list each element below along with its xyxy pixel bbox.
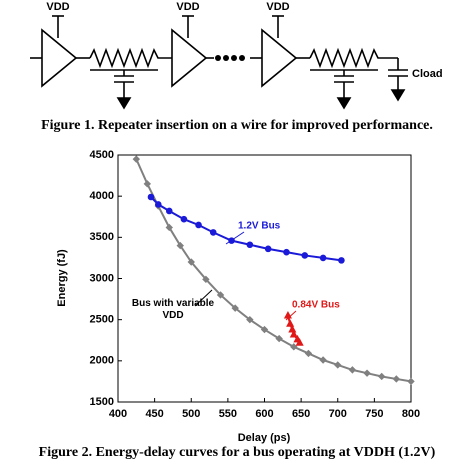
y-tick-label: 3500: [90, 231, 114, 243]
marker: [288, 324, 297, 333]
vdd-label: VDD: [176, 1, 199, 13]
marker: [392, 375, 401, 383]
y-tick-label: 4000: [90, 190, 114, 202]
marker: [246, 241, 254, 249]
marker: [165, 223, 173, 232]
y-tick-label: 3000: [90, 272, 114, 284]
marker: [407, 377, 415, 386]
annotation-arrow: [194, 289, 213, 307]
marker: [289, 329, 298, 338]
x-tick-label: 450: [145, 408, 163, 420]
marker: [348, 366, 357, 374]
marker: [363, 369, 371, 377]
marker: [202, 275, 210, 284]
marker: [132, 155, 141, 163]
vdd-label: VDD: [266, 1, 289, 13]
x-tick-label: 700: [329, 408, 347, 420]
marker: [264, 245, 272, 253]
marker: [154, 201, 162, 208]
marker: [283, 310, 292, 319]
marker: [176, 241, 184, 250]
marker: [338, 257, 345, 264]
marker: [260, 325, 269, 334]
marker: [165, 207, 173, 215]
marker: [290, 343, 298, 351]
marker: [143, 180, 152, 188]
marker: [275, 334, 283, 343]
x-tick-label: 550: [219, 408, 237, 420]
x-tick-label: 500: [182, 408, 200, 420]
marker: [216, 291, 225, 299]
plot-frame: [117, 154, 412, 403]
figure-caption: Figure 2. Energy-delay curves for a bus …: [39, 445, 436, 460]
y-tick-label: 4500: [90, 149, 114, 161]
marker: [319, 254, 327, 262]
figure-caption: Figure 1. Repeater insertion on a wire f…: [41, 118, 433, 133]
x-tick-label: 600: [255, 408, 273, 420]
annotation: 1.2V Bus: [238, 221, 281, 232]
marker: [187, 258, 195, 266]
marker: [295, 338, 304, 346]
series-line: [135, 158, 412, 383]
y-axis-label: Energy (fJ): [56, 249, 68, 307]
marker: [180, 215, 188, 223]
marker: [246, 315, 254, 324]
marker: [304, 349, 313, 358]
dots: [215, 55, 245, 61]
annotation-box: Bus with variable VDD: [131, 298, 215, 321]
x-tick-label: 650: [292, 408, 310, 420]
vdd-label: VDD: [46, 1, 69, 13]
cload-label: Cload: [412, 68, 443, 80]
marker: [231, 304, 239, 312]
x-axis-label: Delay (ps): [238, 432, 291, 444]
marker: [377, 372, 386, 381]
y-tick-label: 2500: [90, 314, 114, 326]
marker: [286, 319, 295, 327]
marker: [334, 361, 342, 369]
marker: [319, 356, 327, 364]
marker: [301, 252, 309, 259]
annotation: Bus with variable VDD: [131, 298, 215, 321]
x-tick-label: 800: [402, 408, 420, 420]
circuit: [30, 15, 408, 110]
marker: [195, 221, 202, 229]
x-tick-label: 750: [365, 408, 383, 420]
marker: [228, 237, 235, 244]
x-tick-label: 400: [109, 408, 127, 420]
y-tick-label: 2000: [90, 355, 114, 367]
marker: [283, 248, 290, 256]
marker: [147, 193, 155, 201]
marker: [209, 229, 217, 236]
y-tick-label: 1500: [90, 396, 114, 408]
annotation: 0.84V Bus: [292, 300, 340, 311]
